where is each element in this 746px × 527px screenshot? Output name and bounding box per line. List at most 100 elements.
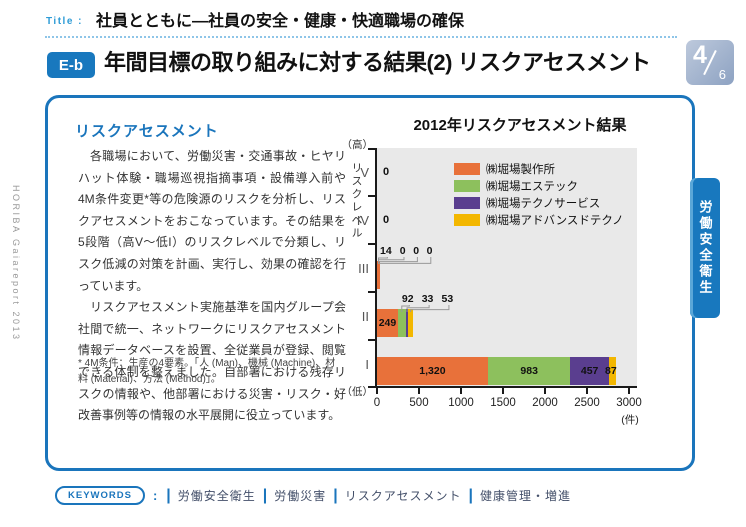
bar-value-label: 0 [399,245,406,257]
legend-row: ㈱堀場テクノサービス [454,194,624,211]
axis-high-label: （高） [341,139,374,151]
bar-value-label: 1,320 [419,365,446,377]
bar-segment [377,357,488,385]
chart-row: 1,320 983 457 87 [377,340,637,388]
article-paragraph: 各職場において、労働災害・交通事故・ヒヤリハット体験・職場巡視指摘事項・設備導入… [78,149,346,293]
keyword-item: 労働災害 [274,488,327,503]
article-paragraph: リスクアセスメント実施基準を国内グループ会社間で統一、ネットワークにリスクアセス… [78,300,346,423]
legend-row: ㈱堀場エステック [454,177,624,194]
x-axis-tick-label: 2000 [532,397,558,409]
legend-row: ㈱堀場製作所 [454,160,624,177]
keyword-item: リスクアセスメント [344,488,462,503]
category-label: V [360,164,369,180]
keyword-separator: | [262,486,268,504]
x-axis-tick [502,388,504,394]
category-label: I [365,356,369,372]
keywords-list: | 労働安全衛生 | 労働災害 | リスクアセスメント | 健康管理・増進 [159,487,571,505]
bar-value-label: 249 [378,317,397,329]
chart-row: 0 [377,148,637,196]
chart-plot: ㈱堀場製作所㈱堀場エステック㈱堀場テクノサービス㈱堀場アドバンスドテクノ (件)… [368,148,642,426]
section-badge: E-b [47,52,95,78]
section-title: 年間目標の取り組みに対する結果(2) リスクアセスメント [104,50,651,75]
legend-row: ㈱堀場アドバンスドテクノ [454,211,624,228]
x-axis-tick [460,388,462,394]
title-label: Title : [46,16,83,27]
chart-row: 14 0 0 0 [377,244,637,292]
legend-swatch [454,213,480,226]
category-label: II [361,308,369,324]
keyword-separator: | [468,486,474,504]
label-leader-lines [378,257,432,264]
x-axis-tick-label: 500 [409,397,429,409]
x-axis-tick [628,388,630,394]
y-axis-tick [368,243,375,245]
article-heading: リスクアセスメント [75,123,219,140]
x-axis-unit: (件) [621,414,639,426]
bar-value-label: 53 [441,293,454,305]
risk-assessment-chart: 2012年リスクアセスメント結果 （高） リスクレベル （低） ㈱堀場製作所 ㈱堀… [342,112,695,447]
bar-segment [405,309,409,337]
y-axis-tick [368,148,375,150]
bar-segment [377,309,398,337]
label-leader-lines [401,305,450,312]
y-axis-tick [368,339,375,341]
legend-swatch [454,179,480,192]
chart-legend: ㈱堀場製作所㈱堀場エステック㈱堀場テクノサービス㈱堀場アドバンスドテクノ [454,160,624,228]
bar-segment [397,309,406,337]
keyword-item: 労働安全衛生 [177,488,256,503]
article-body: 各職場において、労働災害・交通事故・ヒヤリハット体験・職場巡視指摘事項・設備導入… [78,146,346,427]
header-divider [45,36,677,38]
bar-value-label: 87 [604,365,617,377]
keyword-item: 健康管理・増進 [480,488,572,503]
bar-value-label: 92 [401,293,414,305]
legend-series-label: ㈱堀場エステック [486,180,578,193]
bar-segment [608,357,617,385]
legend-swatch [454,162,480,175]
legend-series-label: ㈱堀場テクノサービス [486,197,601,210]
bar-value-label: 0 [383,166,390,178]
article-footnote: * 4M条件：生産の4要素。「人 (Man)、機械 (Machine)、材料 (… [78,358,336,385]
y-axis-label: リスクレベル [350,162,362,240]
keywords-badge: KEYWORDS [55,486,145,505]
bar-segment [487,357,571,385]
x-axis-tick [376,388,378,394]
bar-value-label: 33 [421,293,434,305]
legend-series-label: ㈱堀場アドバンスドテクノ [486,214,624,227]
x-axis-tick-label: 1500 [490,397,516,409]
x-axis-tick [418,388,420,394]
x-axis-tick-label: 3000 [616,397,642,409]
bar-segment [408,309,413,337]
chart-title: 2012年リスクアセスメント結果 [413,117,627,134]
legend-swatch [454,196,480,209]
x-axis-tick-label: 2500 [574,397,600,409]
chart-row: 0 [377,196,637,244]
x-axis-tick [586,388,588,394]
sidebar-vertical-text: HORIBA Gaiareport 2013 [11,185,21,342]
document-title: 社員とともに―社員の安全・健康・快適職場の確保 [96,13,465,30]
x-axis-tick-label: 0 [373,397,381,409]
bar-value-label: 0 [383,214,390,226]
page-total: 6 [718,67,726,82]
bar-value-label: 14 [380,245,392,257]
axis-low-label: （低） [341,386,374,398]
y-axis-tick [368,386,375,388]
bar-value-label: 0 [413,245,420,257]
side-tab-occupational-safety: 労働安全衛生 [690,178,720,318]
keyword-separator: | [166,486,171,504]
x-axis-tick-label: 1000 [448,397,474,409]
bar-value-label: 983 [520,365,538,377]
y-axis-tick [368,195,375,197]
category-label: IV [356,212,369,228]
bar-segment [570,357,609,385]
bar-value-label: 457 [580,365,599,377]
bar-value-label: 0 [426,245,433,257]
category-label: III [358,260,369,276]
chart-row: 249 92 33 53 [377,292,637,340]
keywords-colon: : [152,488,158,503]
bar-segment [377,261,380,289]
page-current: 4 [693,41,707,69]
keyword-separator: | [333,486,338,504]
legend-series-label: ㈱堀場製作所 [486,163,555,176]
page-indicator: 4 6 [686,40,734,85]
